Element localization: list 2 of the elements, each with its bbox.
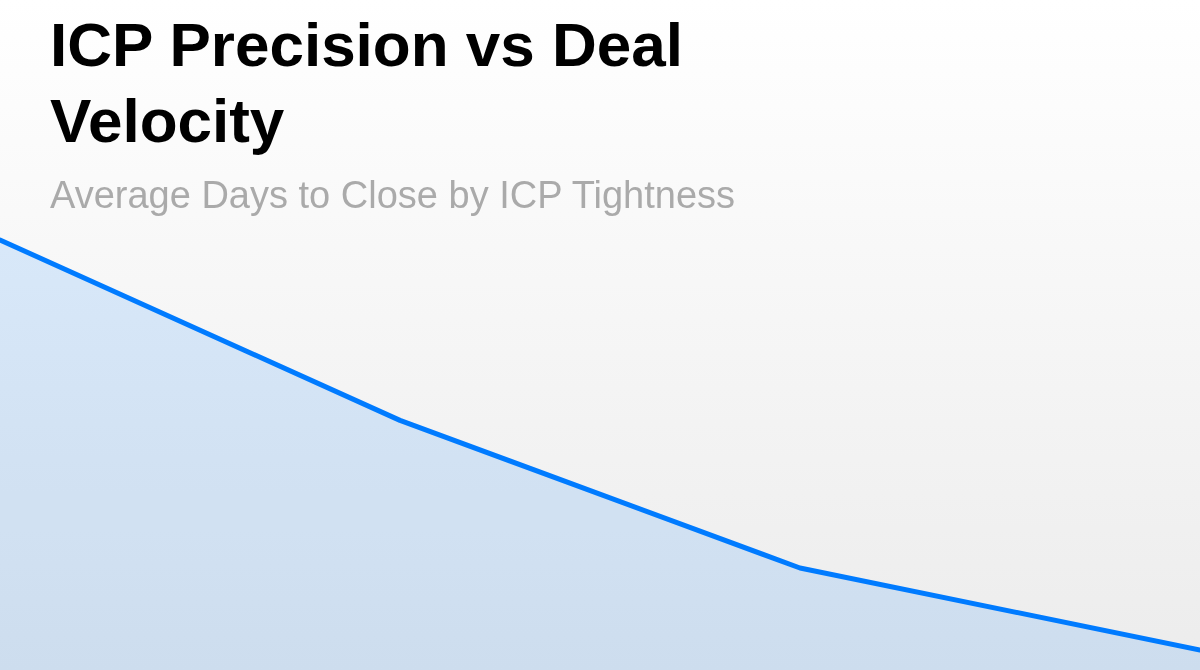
chart-subtitle: Average Days to Close by ICP Tightness	[50, 174, 736, 216]
chart-title: ICP Precision vs Deal Velocity	[50, 10, 683, 155]
